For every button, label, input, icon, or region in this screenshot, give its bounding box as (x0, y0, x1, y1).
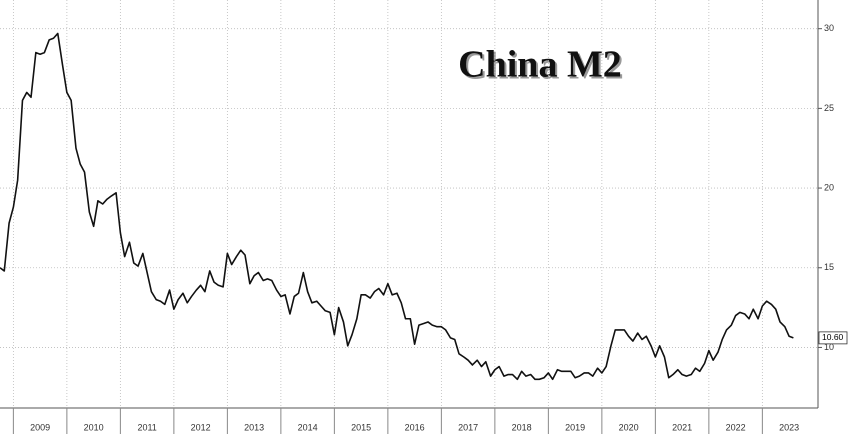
last-value-box (818, 331, 848, 345)
x-tick-label: 2018 (512, 422, 532, 432)
x-tick-label: 2010 (84, 422, 104, 432)
y-tick-label: 20 (824, 182, 834, 192)
x-tick-label: 2019 (565, 422, 585, 432)
y-tick-label: 25 (824, 103, 834, 113)
x-tick-label: 2021 (672, 422, 692, 432)
last-value-label: 10.60 (822, 332, 844, 342)
y-tick-label: 10 (824, 342, 834, 352)
x-tick-label: 2009 (30, 422, 50, 432)
x-tick-label: 2012 (191, 422, 211, 432)
x-tick-label: 2011 (137, 422, 156, 432)
x-tick-label: 2017 (458, 422, 478, 432)
chart-title: China M2 (458, 44, 622, 86)
x-tick-label: 2022 (726, 422, 746, 432)
x-tick-label: 2014 (298, 422, 318, 432)
x-tick-label: 2016 (405, 422, 425, 432)
x-tick-label: 2013 (244, 422, 264, 432)
y-tick-label: 30 (824, 23, 834, 33)
line-series (0, 32, 794, 381)
x-tick-label: 2020 (619, 422, 639, 432)
x-tick-label: 2015 (351, 422, 371, 432)
y-tick-label: 15 (824, 262, 834, 272)
x-tick-label: 2023 (779, 422, 799, 432)
chart-title-shadow: China M2 (460, 46, 624, 88)
